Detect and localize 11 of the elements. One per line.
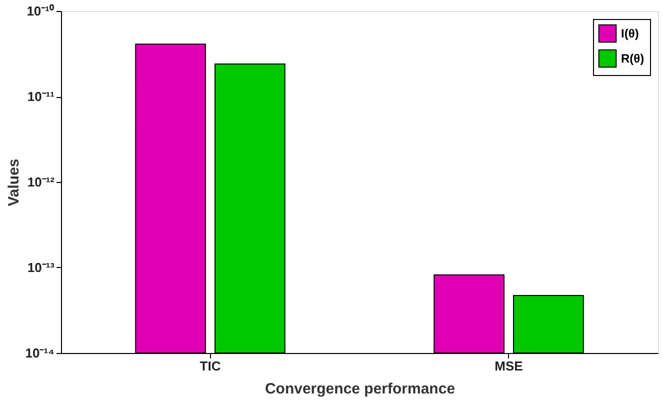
x-axis-title: Convergence performance [264, 380, 456, 398]
y-tick-label: 10⁻¹¹ [27, 89, 54, 104]
y-tick-label: 10⁻¹³ [27, 260, 56, 275]
legend-label: R(θ) [621, 52, 644, 66]
x-tick-label: MSE [494, 358, 524, 374]
legend-label: I(θ) [621, 26, 639, 40]
y-tick-label: 10⁻¹⁴ [25, 346, 54, 360]
y-tick-label: 10⁻¹² [27, 174, 56, 190]
x-tick-label: TIC [200, 358, 222, 374]
y-tick-label: 10⁻¹⁰ [26, 4, 54, 18]
y-axis-title: Values [5, 158, 22, 206]
